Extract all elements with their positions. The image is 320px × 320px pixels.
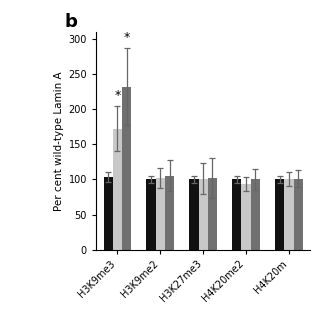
Bar xyxy=(251,180,260,250)
Bar xyxy=(284,180,294,250)
Bar xyxy=(165,176,174,250)
Bar xyxy=(156,178,165,250)
Text: *: * xyxy=(124,31,130,44)
Bar xyxy=(146,180,156,250)
Bar xyxy=(113,129,122,250)
Text: b: b xyxy=(64,13,77,31)
Y-axis label: Per cent wild-type Lamin A: Per cent wild-type Lamin A xyxy=(54,71,64,211)
Bar xyxy=(122,87,132,250)
Bar xyxy=(208,178,217,250)
Bar xyxy=(198,179,208,250)
Bar xyxy=(241,184,251,250)
Bar xyxy=(275,180,284,250)
Text: *: * xyxy=(114,89,121,102)
Bar xyxy=(189,180,198,250)
Bar xyxy=(232,180,241,250)
Bar xyxy=(294,179,303,250)
Bar xyxy=(103,177,113,250)
